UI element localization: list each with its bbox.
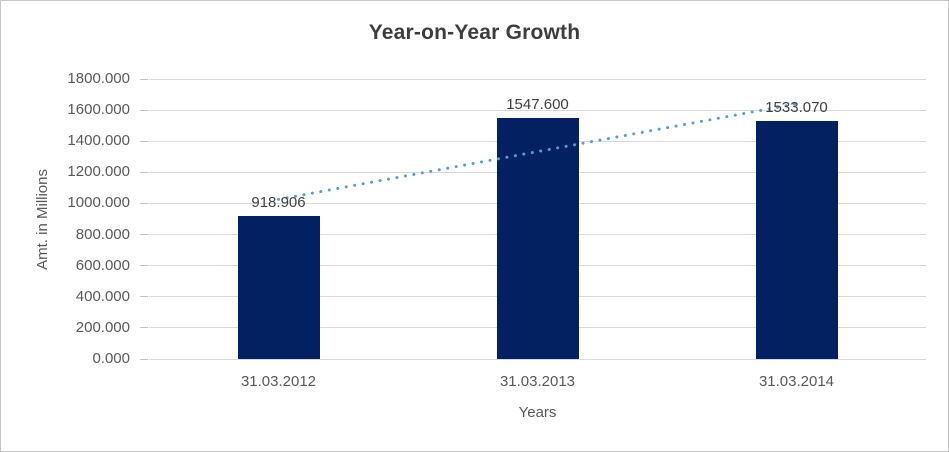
y-axis-tick-label: 200.000: [75, 318, 130, 336]
x-axis-label: 31.03.2012: [240, 373, 317, 390]
y-axis-tick-label: 0.000: [92, 350, 130, 367]
y-axis-tick-mark: [140, 234, 148, 236]
gridline: [149, 109, 926, 111]
y-axis-tick-mark: [140, 202, 148, 204]
y-axis-tick-label: 800.000: [75, 225, 130, 243]
x-axis-line: [149, 358, 926, 360]
y-axis-tick-mark: [140, 109, 148, 111]
y-axis-tick-label: 1800.000: [67, 70, 130, 87]
gridline: [149, 78, 926, 80]
y-axis-tick-mark: [140, 265, 148, 267]
bar-value-label: 1547.600: [506, 96, 569, 114]
bar-value-label: 918.906: [251, 194, 306, 212]
y-axis-tick-mark: [140, 327, 148, 329]
bar-31.03.2014: [755, 120, 838, 359]
bar-31.03.2013: [496, 118, 579, 359]
y-axis-tick-mark: [140, 296, 148, 298]
y-axis-tick-label: 600.000: [75, 256, 130, 274]
y-axis-title-text: Amt. in Millions: [33, 168, 51, 270]
bar-value-label: 1533.070: [765, 98, 828, 116]
y-axis-tick-mark: [140, 358, 148, 360]
plot-area: 918.906 1547.600 1533.070: [149, 78, 926, 360]
chart-title: Year-on-Year Growth: [368, 21, 581, 44]
y-axis-tick-label: 1000.000: [67, 194, 130, 212]
y-axis-tick-mark: [140, 171, 148, 173]
x-axis-label: 31.03.2013: [499, 373, 576, 390]
trendline: [277, 102, 798, 201]
y-axis-tick-label: 1400.000: [67, 132, 130, 150]
x-axis-label: 31.03.2014: [758, 373, 835, 390]
y-axis-title: Amt. in Millions: [25, 79, 59, 359]
y-axis-tick-mark: [140, 140, 148, 142]
x-axis-title: Years: [518, 404, 557, 421]
y-axis-tick-mark: [140, 78, 148, 80]
y-axis-tick-label: 1200.000: [67, 163, 130, 181]
y-axis-tick-label: 400.000: [75, 287, 130, 305]
bar-31.03.2012: [237, 216, 320, 359]
y-axis-tick-label: 1600.000: [67, 101, 130, 119]
